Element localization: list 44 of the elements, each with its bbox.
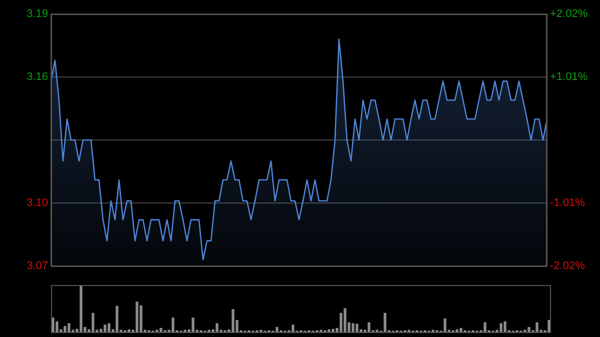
- bar: [64, 326, 66, 332]
- bar: [292, 324, 294, 332]
- bar: [548, 320, 550, 332]
- bar: [352, 323, 354, 332]
- bar: [172, 318, 174, 332]
- bar: [136, 302, 138, 332]
- bar: [116, 306, 118, 332]
- bar: [80, 285, 82, 332]
- bar: [140, 305, 142, 332]
- bar: [356, 324, 358, 332]
- bar: [92, 312, 94, 332]
- bar: [456, 329, 458, 332]
- bar: [128, 329, 130, 332]
- y-tick-label: 3.10: [26, 197, 48, 210]
- bar: [192, 318, 194, 332]
- bar: [528, 326, 530, 332]
- y2-tick-label: -2.02%: [550, 260, 586, 272]
- y2-tick-label: -1.01%: [550, 197, 586, 210]
- y-tick-label: 3.07: [26, 260, 48, 272]
- bar: [368, 322, 370, 332]
- bar: [108, 323, 110, 332]
- bar: [232, 309, 234, 332]
- bar: [100, 328, 102, 332]
- bar: [484, 322, 486, 332]
- bar: [56, 321, 58, 332]
- bar: [332, 328, 334, 332]
- bar: [104, 324, 106, 332]
- bar: [500, 323, 502, 332]
- bar: [460, 328, 462, 332]
- bar: [344, 308, 346, 332]
- bar: [276, 326, 278, 332]
- bar: [52, 318, 54, 332]
- bar: [160, 328, 162, 332]
- y2-tick-label: +1.01%: [550, 71, 588, 84]
- y-tick-label: 3.16: [26, 71, 48, 84]
- bar: [328, 329, 330, 332]
- y2-tick-label: +2.02%: [550, 8, 588, 20]
- bar: [384, 312, 386, 332]
- bar: [216, 323, 218, 332]
- bar: [504, 321, 506, 332]
- bar: [444, 318, 446, 332]
- y-tick-label: 3.19: [26, 8, 48, 20]
- bar: [68, 323, 70, 332]
- bar: [536, 322, 538, 332]
